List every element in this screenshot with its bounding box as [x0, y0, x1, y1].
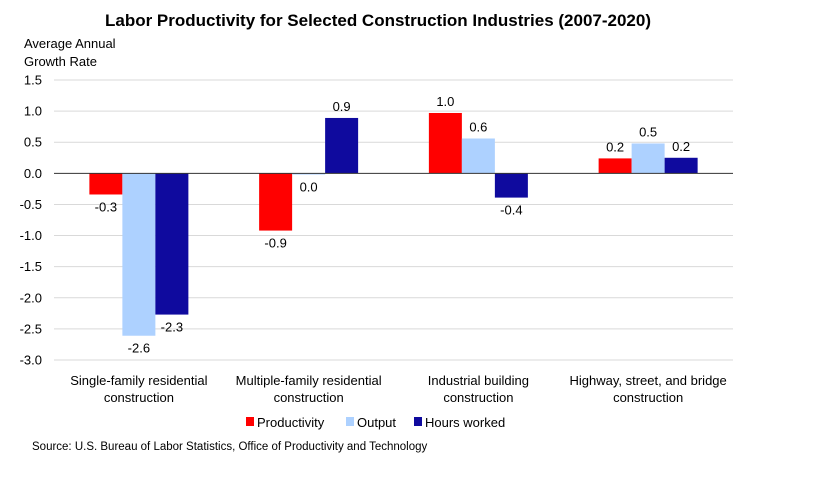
data-label: 0.2	[606, 139, 624, 154]
y-tick-label: -2.0	[20, 290, 42, 305]
bar-output	[292, 173, 326, 175]
legend-label: Output	[357, 415, 396, 430]
data-label: -2.3	[161, 320, 183, 335]
category-label: construction	[443, 390, 513, 405]
y-axis-label-line2: Growth Rate	[24, 54, 97, 69]
bar-hours-worked	[325, 117, 359, 174]
bar-output	[461, 138, 495, 174]
bar-hours-worked	[664, 157, 698, 174]
y-tick-label: 1.5	[24, 73, 42, 88]
bar-output	[631, 143, 665, 174]
category-label: construction	[104, 390, 174, 405]
data-label: 0.5	[639, 124, 657, 139]
data-label: -0.9	[264, 236, 286, 251]
legend-label: Productivity	[257, 415, 325, 430]
y-axis-label-line1: Average Annual	[24, 36, 116, 51]
y-tick-label: -3.0	[20, 353, 42, 368]
data-label: -0.3	[95, 199, 117, 214]
data-label: 0.0	[300, 180, 318, 195]
category-label: Highway, street, and bridge	[569, 373, 726, 388]
source-note: Source: U.S. Bureau of Labor Statistics,…	[32, 441, 428, 453]
legend-swatch	[246, 417, 254, 426]
y-tick-label: 1.0	[24, 104, 42, 119]
category-label: construction	[274, 390, 344, 405]
bar-hours-worked	[494, 173, 528, 198]
bar-output	[122, 173, 156, 336]
data-label: 1.0	[436, 94, 454, 109]
data-label: 0.6	[469, 119, 487, 134]
data-label: -0.4	[500, 203, 522, 218]
chart-title: Labor Productivity for Selected Construc…	[105, 11, 651, 30]
y-tick-label: -1.0	[20, 228, 42, 243]
y-tick-label: 0.5	[24, 135, 42, 150]
y-tick-label: -2.5	[20, 321, 42, 336]
legend-swatch	[346, 417, 354, 426]
data-label: 0.9	[333, 99, 351, 114]
y-tick-label: 0.0	[24, 166, 42, 181]
legend-swatch	[414, 417, 422, 426]
y-tick-label: -0.5	[20, 197, 42, 212]
category-label: Single-family residential	[70, 373, 207, 388]
bar-productivity	[428, 112, 462, 174]
data-label: 0.2	[672, 139, 690, 154]
category-label: Multiple-family residential	[236, 373, 382, 388]
bar-hours-worked	[155, 173, 189, 315]
data-label: -2.6	[128, 341, 150, 356]
category-label: Industrial building	[428, 373, 529, 388]
y-tick-label: -1.5	[20, 259, 42, 274]
bar-productivity	[89, 173, 123, 195]
bar-productivity	[598, 158, 632, 174]
legend-label: Hours worked	[425, 415, 505, 430]
category-label: construction	[613, 390, 683, 405]
bar-productivity	[259, 173, 293, 231]
